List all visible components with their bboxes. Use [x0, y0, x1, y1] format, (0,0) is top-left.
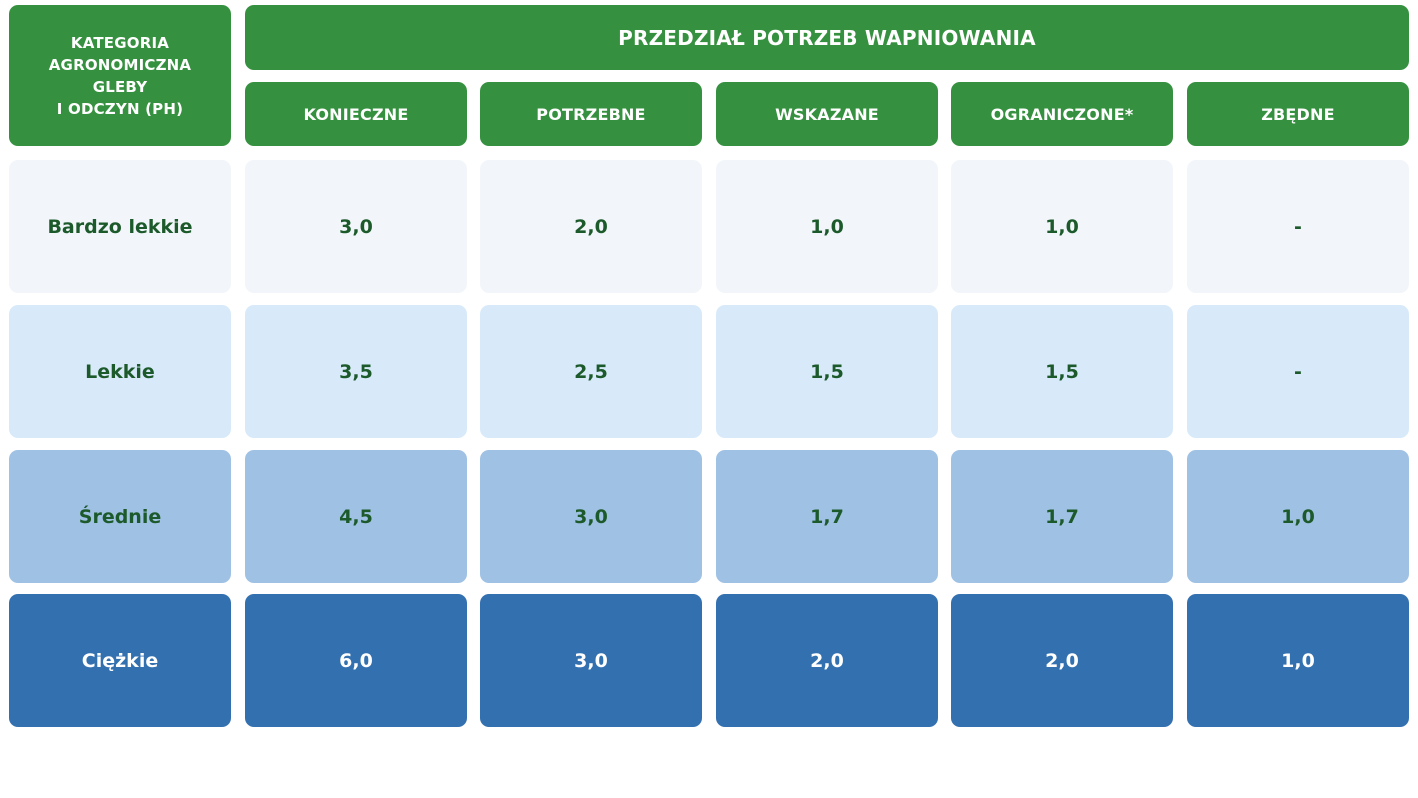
table-cell: 2,0 [716, 594, 938, 727]
row-category-cell: Średnie [9, 450, 231, 583]
row-category-cell: Ciężkie [9, 594, 231, 727]
table-cell: 2,5 [480, 305, 702, 438]
table-cell: 3,0 [245, 160, 467, 293]
column-header-ograniczone: OGRANICZONE* [951, 82, 1173, 146]
table-cell: 1,0 [1187, 450, 1409, 583]
table-cell: 2,0 [480, 160, 702, 293]
table-cell: - [1187, 160, 1409, 293]
table-cell: 1,5 [951, 305, 1173, 438]
table-cell: 3,0 [480, 594, 702, 727]
column-header-konieczne: KONIECZNE [245, 82, 467, 146]
table-cell: 1,7 [716, 450, 938, 583]
table-cell: 4,5 [245, 450, 467, 583]
table-cell: 1,0 [1187, 594, 1409, 727]
column-header-potrzebne: POTRZEBNE [480, 82, 702, 146]
row-category-cell: Lekkie [9, 305, 231, 438]
table-cell: 2,0 [951, 594, 1173, 727]
table-cell: 1,0 [716, 160, 938, 293]
table-cell: 3,5 [245, 305, 467, 438]
table-cell: 1,0 [951, 160, 1173, 293]
table-cell: 1,7 [951, 450, 1173, 583]
table-cell: 3,0 [480, 450, 702, 583]
table-cell: - [1187, 305, 1409, 438]
category-header: KATEGORIA AGRONOMICZNA GLEBY I ODCZYN (P… [9, 5, 231, 146]
column-header-wskazane: WSKAZANE [716, 82, 938, 146]
table-cell: 1,5 [716, 305, 938, 438]
row-category-cell: Bardzo lekkie [9, 160, 231, 293]
range-header: PRZEDZIAŁ POTRZEB WAPNIOWANIA [245, 5, 1409, 70]
column-header-zbedne: ZBĘDNE [1187, 82, 1409, 146]
table-cell: 6,0 [245, 594, 467, 727]
